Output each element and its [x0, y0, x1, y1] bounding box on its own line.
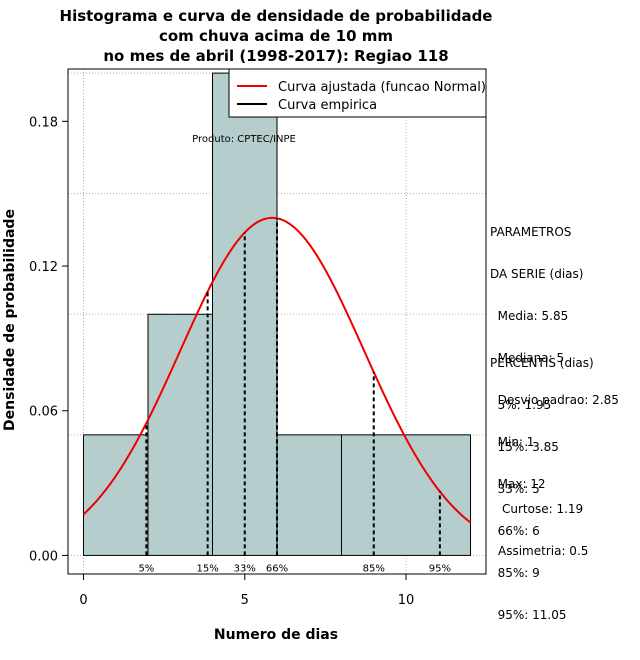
y-axis-label: Densidade de probabilidade	[2, 209, 18, 431]
percentile-label: 33%	[234, 563, 256, 574]
percentil-95: 95%: 11.05	[490, 608, 567, 622]
histogram-bar	[147, 313, 213, 556]
histogram-bar	[341, 434, 472, 556]
y-tick-label: 0.12	[29, 260, 58, 275]
param-max: Max: 12	[490, 477, 546, 491]
assimetria-value: Assimetria: 0.5	[498, 544, 589, 558]
histogram-bar	[276, 434, 343, 556]
y-tick-label: 0.18	[29, 115, 58, 130]
legend-label: Curva ajustada (funcao Normal)	[278, 80, 486, 95]
percentile-label: 15%	[197, 563, 219, 574]
parametros-panel: PARAMETROS DA SERIE (dias) Media: 5.85 M…	[490, 197, 619, 505]
title-line-1: Histograma e curva de densidade de proba…	[60, 7, 493, 25]
percentil-5: 5%: 1.95	[490, 398, 552, 412]
legend-box	[228, 68, 487, 118]
product-annotation: Produto: CPTEC/INPE	[192, 134, 296, 145]
percentil-85: 85%: 9	[490, 566, 540, 580]
percentile-label: 5%	[138, 563, 154, 574]
x-tick-label: 10	[398, 593, 415, 608]
percentile-label: 85%	[363, 563, 385, 574]
percentil-15: 15%: 3.85	[490, 440, 559, 454]
curtose-value: Curtose: 1.19	[502, 502, 584, 516]
percentile-label: 95%	[429, 563, 451, 574]
param-mediana: Mediana: 5	[490, 351, 565, 365]
x-axis-label: Numero de dias	[214, 627, 338, 643]
title-line-2: com chuva acima de 10 mm	[159, 27, 393, 45]
legend: Curva ajustada (funcao Normal) Curva empi…	[228, 68, 487, 118]
y-tick-label: 0.06	[29, 405, 58, 420]
param-min: Min: 1	[490, 435, 535, 449]
chart-title: Histograma e curva de densidade de proba…	[60, 7, 493, 65]
shape-stats-panel: Curtose: 1.19 Assimetria: 0.5	[498, 474, 588, 572]
percentil-66: 66%: 6	[490, 524, 540, 538]
param-media: Media: 5.85	[490, 309, 569, 323]
histogram-bar	[82, 434, 149, 556]
legend-label: Curva empirica	[278, 98, 377, 113]
percentil-33: 33%: 5	[490, 482, 540, 496]
title-line-3: no mes de abril (1998-2017): Regiao 118	[103, 47, 448, 65]
percentis-panel: PERCENTIS (dias) 5%: 1.95 15%: 3.85 33%:…	[490, 328, 594, 636]
x-tick-label: 0	[79, 593, 87, 608]
param-desvio: Desvio padrao: 2.85	[490, 393, 619, 407]
parametros-subtitle: DA SERIE (dias)	[490, 267, 584, 281]
percentile-label: 66%	[266, 563, 288, 574]
parametros-title: PARAMETROS	[490, 225, 572, 239]
percentile-lines: 5% 15% 33% 66% 85% 95%	[138, 218, 451, 574]
percentis-title: PERCENTIS (dias)	[490, 356, 594, 370]
y-tick-label: 0.00	[29, 549, 58, 564]
x-tick-label: 5	[241, 593, 249, 608]
